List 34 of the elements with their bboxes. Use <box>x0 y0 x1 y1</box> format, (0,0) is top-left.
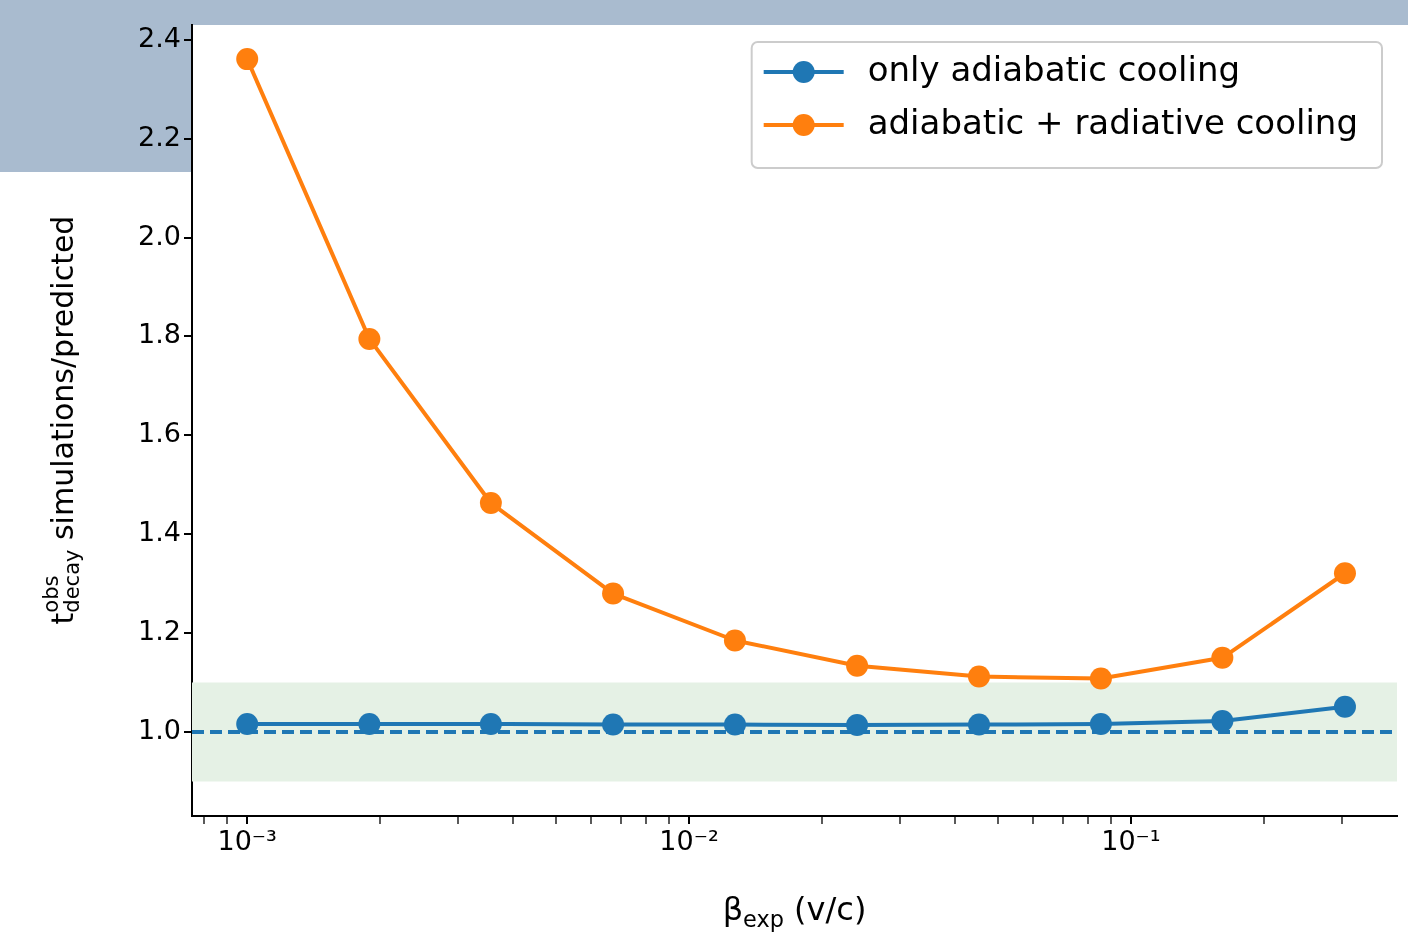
y-tick-label: 2.0 <box>138 219 181 251</box>
y-tick-label: 1.4 <box>138 516 181 548</box>
y-tick-label: 2.4 <box>138 21 181 53</box>
point <box>968 713 990 736</box>
point <box>1211 646 1234 669</box>
point <box>602 713 625 736</box>
y-tick-label: 1.8 <box>138 318 181 350</box>
legend-label: adiabatic + radiative cooling <box>867 101 1358 142</box>
point <box>1333 562 1356 585</box>
point <box>1089 713 1112 736</box>
point <box>846 654 869 677</box>
x-tick-label: 10⁻³ <box>217 825 277 857</box>
point <box>723 713 746 736</box>
x-tick-label: 10⁻² <box>659 825 719 857</box>
y-tick-label: 1.6 <box>138 417 181 449</box>
point <box>602 582 625 605</box>
x-tick-label: 10⁻¹ <box>1101 825 1161 857</box>
y-tick-label: 1.2 <box>138 615 181 647</box>
point <box>358 327 381 350</box>
point <box>846 714 869 737</box>
y-tick-label: 1.0 <box>138 713 181 745</box>
point <box>358 713 381 736</box>
point <box>236 713 259 736</box>
point <box>1089 667 1112 690</box>
point <box>1211 710 1234 733</box>
y-tick-label: 2.2 <box>138 120 181 152</box>
point <box>479 492 502 515</box>
legend-label: only adiabatic cooling <box>867 48 1241 89</box>
point <box>479 713 502 736</box>
point <box>968 665 990 688</box>
y-axis-title: tobsdecay simulations/predicted <box>39 215 85 625</box>
point <box>1333 695 1356 718</box>
point <box>236 48 259 71</box>
point <box>723 629 746 652</box>
